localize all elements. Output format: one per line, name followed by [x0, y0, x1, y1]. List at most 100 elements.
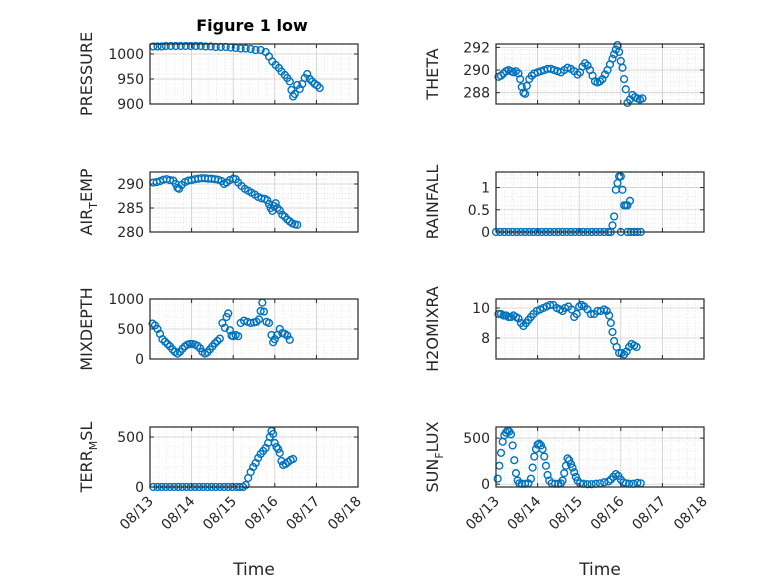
data-point: [583, 480, 592, 489]
data-point: [572, 309, 581, 319]
data-point: [163, 339, 172, 349]
x-tick-label: 08/17: [629, 494, 669, 534]
data-point: [285, 77, 294, 86]
y-tick-label: 285: [117, 201, 144, 217]
x-tick-label: 08/15: [546, 494, 586, 534]
x-tick-label: 08/18: [325, 494, 365, 534]
y-tick-label: 0: [481, 225, 490, 241]
data-point: [522, 81, 531, 90]
data-point: [157, 42, 166, 51]
data-point: [580, 59, 590, 68]
data-point: [633, 478, 642, 487]
data-point: [540, 452, 549, 461]
data-point: [225, 326, 234, 335]
y-tick-label: 0: [135, 352, 144, 368]
data-point: [621, 85, 630, 94]
data-point: [269, 429, 278, 439]
y-tick-label: 290: [117, 177, 144, 193]
data-point: [313, 81, 322, 90]
x-tick-label: 08/16: [588, 493, 628, 533]
axes-frame: [149, 43, 359, 105]
data-point: [275, 448, 284, 458]
data-point: [264, 318, 274, 328]
data-point: [519, 88, 528, 97]
y-axis-label-main: RAINFALL: [423, 165, 442, 240]
data-point: [615, 47, 624, 57]
y-axis-label-main: SUN: [423, 459, 442, 493]
data-point: [185, 339, 195, 349]
data-point: [236, 44, 245, 53]
data-point: [176, 41, 185, 51]
data-point: [165, 176, 175, 185]
data-point: [270, 438, 279, 448]
x-tick-label: 08/15: [200, 494, 240, 534]
data-point: [181, 41, 190, 51]
data-point: [610, 212, 619, 221]
data-point: [186, 41, 195, 51]
data-point: [246, 318, 255, 328]
y-tick-label: 0: [135, 480, 144, 496]
data-point: [602, 306, 611, 316]
data-point: [285, 335, 294, 344]
data-point: [632, 342, 641, 352]
y-tick-label: 280: [117, 225, 144, 241]
data-point: [293, 220, 302, 229]
x-tick-label: 08/16: [242, 493, 282, 533]
y-axis-label: TERRMSL: [77, 422, 100, 494]
y-tick-label: 1000: [108, 47, 144, 63]
data-point: [210, 339, 220, 348]
data-point: [545, 300, 555, 310]
data-point: [558, 476, 567, 485]
data-point: [568, 463, 577, 472]
data-point: [608, 221, 617, 230]
data-point: [625, 95, 635, 104]
data-point: [527, 71, 536, 80]
data-point: [224, 309, 233, 318]
data-point: [499, 311, 508, 320]
subplot-rainfall: 0 0.5 1 RAINFALL: [423, 165, 705, 241]
data-point: [622, 347, 631, 356]
data-point: [166, 41, 175, 51]
x-tick-label: 08/13: [117, 494, 157, 534]
y-axis-label-main: THETA: [423, 48, 442, 100]
y-tick-label: 950: [117, 72, 144, 88]
figure-title: Figure 1 low: [196, 16, 308, 35]
y-tick-label: 1000: [108, 292, 144, 308]
data-point: [506, 430, 516, 439]
y-tick-label: 1: [481, 181, 490, 197]
y-tick-label: 290: [463, 63, 490, 79]
data-point: [598, 74, 607, 84]
plot-area: [496, 44, 704, 104]
data-point: [570, 468, 579, 477]
data-point: [241, 480, 250, 490]
y-axis-label-main: MIXDEPTH: [77, 287, 96, 370]
x-axis-label: Time: [578, 560, 621, 580]
data-point: [615, 348, 624, 358]
data-point: [583, 61, 592, 70]
data-point: [215, 334, 224, 343]
axes-frame: [495, 426, 705, 488]
subplot-sun_flux: 0 500 08/13 08/14 08/15 08/16 08/17 08/18 Time SU…: [423, 421, 711, 580]
y-axis-label-subscript: F: [433, 452, 446, 458]
data-point: [510, 456, 519, 465]
data-point: [560, 469, 569, 478]
data-point: [494, 309, 503, 319]
data-point: [275, 324, 284, 334]
subplot-pressure: 900 950 1000 PRESSURE: [77, 32, 359, 116]
data-point: [517, 82, 526, 92]
y-axis-label-main: TERR: [77, 450, 96, 493]
x-tick-label: 08/14: [505, 493, 545, 533]
y-axis-label: SUNFLUX: [423, 421, 446, 492]
data-point: [618, 185, 627, 194]
plot-area: [150, 427, 358, 487]
data-point: [496, 448, 506, 457]
data-point: [493, 474, 502, 483]
data-point: [587, 480, 596, 489]
data-point: [272, 442, 281, 452]
data-point: [213, 336, 222, 346]
data-point: [290, 89, 299, 99]
data-point: [573, 70, 582, 79]
data-point: [161, 41, 170, 51]
